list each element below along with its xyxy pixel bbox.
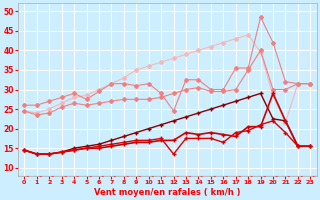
X-axis label: Vent moyen/en rafales ( km/h ): Vent moyen/en rafales ( km/h ) — [94, 188, 241, 197]
